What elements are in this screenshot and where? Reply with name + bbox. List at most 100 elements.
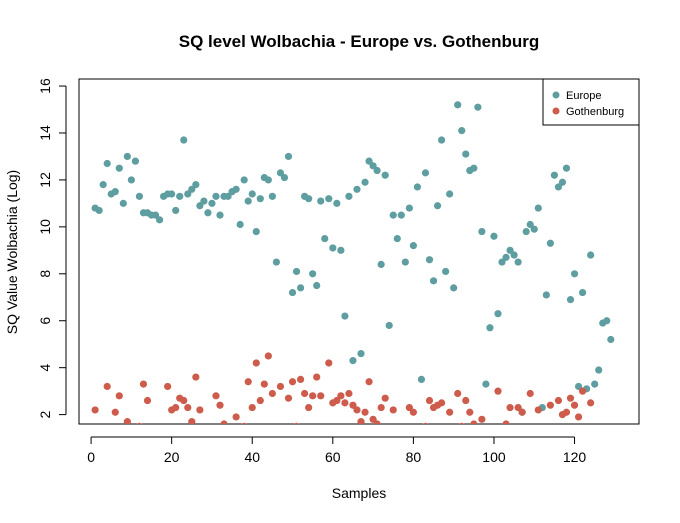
point-europe	[305, 195, 313, 203]
point-gothenburg	[96, 425, 103, 432]
point-europe	[591, 380, 599, 388]
point-europe	[365, 157, 373, 165]
point-gothenburg	[450, 425, 457, 432]
point-gothenburg	[256, 396, 264, 405]
point-gothenburg	[100, 432, 107, 439]
point-gothenburg	[466, 408, 474, 416]
point-europe	[373, 166, 381, 175]
point-europe	[119, 199, 127, 207]
point-gothenburg	[281, 427, 288, 434]
point-europe	[292, 267, 301, 276]
point-gothenburg	[381, 394, 389, 402]
point-gothenburg	[607, 434, 614, 441]
point-europe	[454, 101, 462, 109]
point-gothenburg	[574, 413, 583, 421]
point-europe	[216, 211, 224, 219]
point-europe	[272, 258, 281, 266]
point-gothenburg	[345, 389, 353, 398]
point-europe	[256, 195, 264, 203]
point-gothenburg	[123, 418, 131, 424]
point-gothenburg	[531, 427, 538, 434]
point-gothenburg	[523, 425, 530, 432]
point-gothenburg	[442, 430, 449, 437]
point-gothenburg	[562, 408, 571, 416]
point-europe	[188, 185, 196, 193]
point-europe	[570, 270, 579, 278]
x-tick-label: 60	[325, 449, 341, 465]
point-gothenburg	[241, 422, 247, 424]
point-europe	[333, 199, 341, 207]
point-europe	[172, 206, 180, 215]
point-gothenburg	[506, 403, 514, 412]
point-europe	[446, 190, 454, 198]
point-gothenburg	[208, 434, 215, 441]
y-tick-label: 8	[37, 270, 53, 278]
point-gothenburg	[454, 389, 462, 398]
point-gothenburg	[293, 422, 300, 424]
point-gothenburg	[490, 427, 497, 434]
point-europe	[405, 204, 413, 212]
point-gothenburg	[204, 427, 211, 434]
point-gothenburg	[136, 422, 143, 424]
point-gothenburg	[91, 406, 99, 414]
point-gothenburg	[196, 406, 204, 414]
point-gothenburg	[546, 401, 554, 409]
point-gothenburg	[132, 439, 139, 446]
point-europe	[437, 136, 446, 144]
point-gothenburg	[357, 418, 365, 424]
point-gothenburg	[184, 403, 192, 412]
point-gothenburg	[478, 415, 486, 423]
point-europe	[385, 321, 393, 330]
point-gothenburg	[534, 406, 542, 414]
point-europe	[184, 190, 192, 198]
point-europe	[284, 152, 293, 161]
point-gothenburg	[273, 425, 280, 432]
point-europe	[470, 164, 478, 172]
point-gothenburg	[120, 437, 127, 444]
point-europe	[417, 375, 426, 384]
x-tick-label: 0	[87, 449, 95, 465]
point-gothenburg	[128, 430, 135, 437]
point-gothenburg	[377, 403, 385, 412]
point-gothenburg	[462, 396, 470, 405]
point-europe	[542, 291, 550, 299]
point-gothenburg	[405, 403, 413, 412]
point-europe	[361, 178, 369, 186]
point-europe	[425, 256, 434, 264]
point-europe	[168, 190, 176, 198]
legend-marker-gothenburg	[552, 107, 560, 115]
point-gothenburg	[470, 420, 478, 424]
point-gothenburg	[341, 399, 349, 407]
point-gothenburg	[526, 389, 534, 398]
point-gothenburg	[494, 387, 502, 395]
point-gothenburg	[611, 425, 618, 432]
point-europe	[353, 185, 361, 193]
point-europe	[393, 234, 401, 243]
point-europe	[562, 164, 571, 172]
point-europe	[442, 267, 450, 276]
point-gothenburg	[301, 389, 309, 398]
point-gothenburg	[296, 375, 305, 384]
point-gothenburg	[373, 420, 381, 424]
point-europe	[550, 171, 558, 179]
point-europe	[276, 169, 285, 177]
point-gothenburg	[111, 408, 119, 416]
point-europe	[474, 103, 482, 111]
point-gothenburg	[180, 396, 188, 405]
point-europe	[369, 162, 377, 170]
point-gothenburg	[108, 427, 115, 434]
chart-title: SQ level Wolbachia - Europe vs. Gothenbu…	[179, 32, 540, 51]
point-europe	[180, 136, 188, 144]
point-gothenburg	[325, 359, 333, 367]
point-europe	[309, 270, 317, 278]
point-gothenburg	[551, 427, 558, 434]
point-europe	[123, 152, 131, 161]
point-europe	[603, 317, 611, 325]
point-gothenburg	[288, 378, 297, 386]
point-europe	[248, 190, 256, 198]
point-gothenburg	[591, 425, 598, 432]
point-gothenburg	[482, 432, 489, 439]
point-europe	[506, 246, 514, 254]
point-gothenburg	[566, 394, 575, 402]
point-gothenburg	[224, 432, 231, 439]
